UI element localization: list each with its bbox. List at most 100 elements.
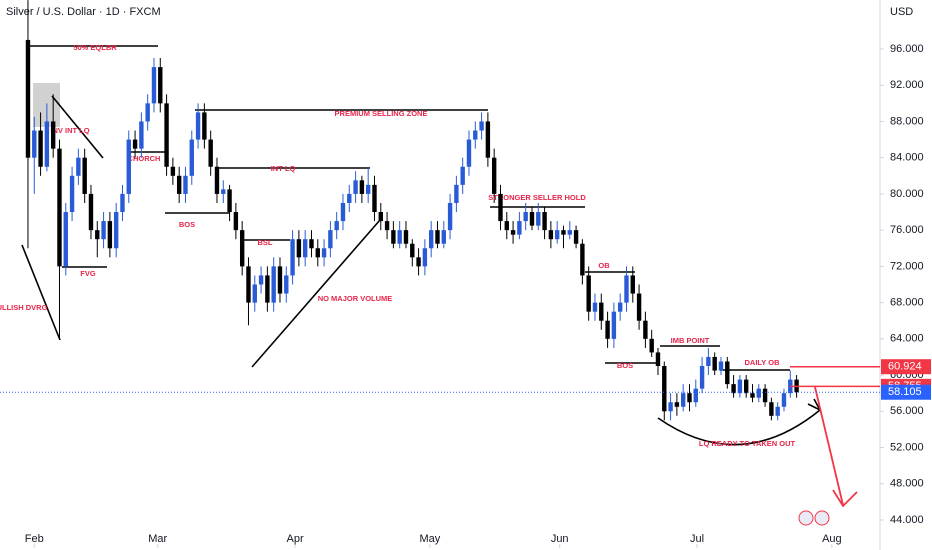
candle-body <box>252 284 257 303</box>
annotation: PREMIUM SELLING ZONE <box>335 109 428 118</box>
price-label-box <box>881 384 931 400</box>
y-tick-label: 52.000 <box>890 441 924 453</box>
candle-body <box>158 67 163 104</box>
candle-body <box>611 311 617 339</box>
x-tick-label: Mar <box>148 533 167 545</box>
candle-body <box>239 230 245 267</box>
candle-body <box>151 67 157 104</box>
candle-body <box>441 230 446 244</box>
annotation: BSL <box>258 238 273 247</box>
candle-body <box>328 230 333 249</box>
candle-body <box>359 180 365 194</box>
candle-body <box>561 230 566 235</box>
candle-body <box>712 356 717 371</box>
candle-body <box>50 121 56 149</box>
y-tick-label: 76.000 <box>890 224 924 236</box>
candle-body <box>271 266 276 303</box>
candle-body <box>284 275 289 294</box>
candle-body <box>290 239 295 276</box>
currency-label: USD <box>890 6 913 18</box>
candle-body <box>491 157 497 194</box>
chart-title: Silver / U.S. Dollar · 1D · FXCM <box>6 6 161 18</box>
candle-body <box>605 320 610 339</box>
x-tick-label: Feb <box>25 533 44 545</box>
candle-body <box>202 112 207 140</box>
candle-body <box>391 230 396 244</box>
candle-body <box>687 393 692 403</box>
candle-body <box>214 166 220 194</box>
candle-body <box>397 230 402 244</box>
drawings <box>21 45 858 526</box>
y-tick-label: 84.000 <box>890 152 924 164</box>
candle-body <box>769 402 774 416</box>
candle-body <box>410 243 415 258</box>
candle-body <box>44 121 50 167</box>
candle-body <box>189 139 194 176</box>
annotation: INT LQ <box>271 164 296 173</box>
candle-body <box>706 356 711 367</box>
candle-body <box>126 139 131 194</box>
candle-body <box>586 275 591 312</box>
candle-body <box>680 393 686 407</box>
candle-body <box>145 103 150 122</box>
candle-body <box>378 212 383 222</box>
candle-body <box>731 384 736 394</box>
candle-body <box>542 212 547 231</box>
candle-body <box>277 266 283 294</box>
candle-body <box>699 366 705 389</box>
candle-body <box>334 221 339 231</box>
annotation: ULLISH DVRG <box>0 303 48 312</box>
candle-body <box>25 39 31 158</box>
candle-body <box>580 243 585 276</box>
annotation: OB <box>598 261 610 270</box>
candle-body <box>447 202 453 231</box>
annotation: STRONGER SELLER HOLD <box>488 193 586 202</box>
candle-body <box>756 388 761 398</box>
annotation: INV INT LQ <box>50 126 89 135</box>
candle-body <box>617 302 623 312</box>
candle-body <box>460 166 465 185</box>
candle-body <box>693 388 698 403</box>
candle-body <box>498 193 503 222</box>
x-tick-label: Jun <box>551 533 569 545</box>
candle-body <box>302 239 308 258</box>
price-label: 58.105 <box>888 386 922 398</box>
candle-body <box>63 212 68 267</box>
y-tick-label: 92.000 <box>890 79 924 91</box>
candle-body <box>624 275 629 303</box>
candle-body <box>403 230 409 244</box>
y-tick-label: 64.000 <box>890 333 924 345</box>
candle-body <box>655 352 661 367</box>
candle-body <box>340 202 346 222</box>
candle-body <box>775 406 780 416</box>
candle-body <box>517 221 522 235</box>
candle-body <box>649 338 654 353</box>
candle-body <box>428 230 434 249</box>
candle-body <box>435 230 440 244</box>
candle-body <box>208 139 213 167</box>
y-tick-label: 68.000 <box>890 297 924 309</box>
x-tick-label: Apr <box>287 533 304 545</box>
candle-body <box>183 175 188 194</box>
candle-body <box>479 121 484 131</box>
candle-body <box>737 379 743 394</box>
x-tick-label: Aug <box>822 533 842 545</box>
annotation: IMB POINT <box>671 336 710 345</box>
candle-body <box>504 221 509 231</box>
candle-body <box>38 130 43 167</box>
candle-body <box>176 175 182 194</box>
candle-body <box>113 212 119 249</box>
candle-body <box>82 157 87 194</box>
annotation: NO MAJOR VOLUME <box>318 294 393 303</box>
candle-body <box>718 361 724 371</box>
candle-body <box>762 388 768 403</box>
candle-body <box>365 184 371 194</box>
candle-body <box>227 189 232 213</box>
candle-body <box>750 393 755 398</box>
annotation: BOS <box>179 220 195 229</box>
candle-body <box>88 193 94 231</box>
price-label: 60.924 <box>888 361 922 373</box>
candle-body <box>265 275 270 303</box>
candle-body <box>246 266 251 303</box>
